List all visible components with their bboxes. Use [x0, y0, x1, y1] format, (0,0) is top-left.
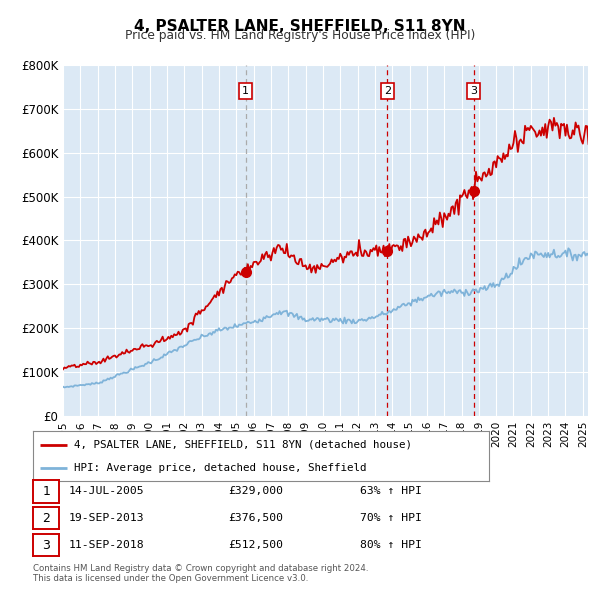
Text: 11-SEP-2018: 11-SEP-2018: [69, 540, 145, 550]
Text: 4, PSALTER LANE, SHEFFIELD, S11 8YN: 4, PSALTER LANE, SHEFFIELD, S11 8YN: [134, 19, 466, 34]
Text: Price paid vs. HM Land Registry's House Price Index (HPI): Price paid vs. HM Land Registry's House …: [125, 30, 475, 42]
Text: 1: 1: [42, 485, 50, 498]
Text: 80% ↑ HPI: 80% ↑ HPI: [360, 540, 422, 550]
Text: 14-JUL-2005: 14-JUL-2005: [69, 487, 145, 496]
Text: 19-SEP-2013: 19-SEP-2013: [69, 513, 145, 523]
Text: 2: 2: [42, 512, 50, 525]
Text: 3: 3: [470, 86, 477, 96]
Text: 4, PSALTER LANE, SHEFFIELD, S11 8YN (detached house): 4, PSALTER LANE, SHEFFIELD, S11 8YN (det…: [74, 440, 412, 450]
Text: 70% ↑ HPI: 70% ↑ HPI: [360, 513, 422, 523]
Text: £329,000: £329,000: [228, 487, 283, 496]
Text: 3: 3: [42, 539, 50, 552]
Text: 1: 1: [242, 86, 249, 96]
Text: Contains HM Land Registry data © Crown copyright and database right 2024.
This d: Contains HM Land Registry data © Crown c…: [33, 563, 368, 583]
Text: 63% ↑ HPI: 63% ↑ HPI: [360, 487, 422, 496]
Text: 2: 2: [384, 86, 391, 96]
Text: £376,500: £376,500: [228, 513, 283, 523]
Text: £512,500: £512,500: [228, 540, 283, 550]
Text: HPI: Average price, detached house, Sheffield: HPI: Average price, detached house, Shef…: [74, 463, 367, 473]
